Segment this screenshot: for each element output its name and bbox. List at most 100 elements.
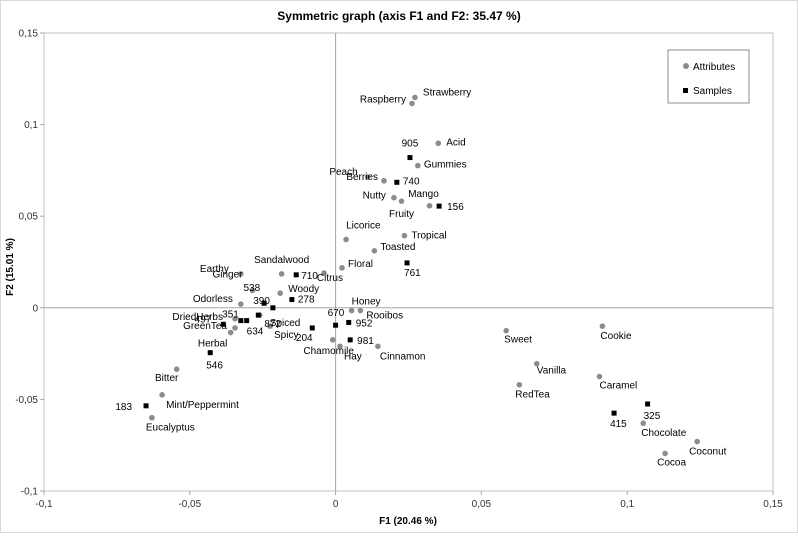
attribute-point-redtea xyxy=(516,381,523,388)
y-axis-title: F2 (15.01 %) xyxy=(5,238,16,296)
attribute-point-floral xyxy=(339,265,345,271)
sample-point-204 xyxy=(309,325,315,331)
attribute-point-chocolate xyxy=(640,420,647,427)
attribute-label-chocolate: Chocolate xyxy=(641,428,686,439)
x-tick-label: -0,05 xyxy=(178,499,201,510)
attribute-label-caramel: Caramel xyxy=(599,381,637,392)
attribute-point-toasted xyxy=(371,248,378,254)
plot-area xyxy=(43,32,774,492)
y-tick-label: -0,1 xyxy=(21,487,39,498)
sample-label-740: 740 xyxy=(403,176,420,187)
sample-label-538: 538 xyxy=(243,283,260,294)
attribute-point-gummies xyxy=(415,162,421,169)
attribute-point-woody xyxy=(277,290,283,296)
sample-point-634 xyxy=(244,318,250,324)
x-axis-title: F1 (20.46 %) xyxy=(379,516,437,527)
x-tick-label: 0,05 xyxy=(472,499,492,510)
attribute-point-berries xyxy=(381,178,387,184)
sample-label-156: 156 xyxy=(447,202,464,213)
attribute-label-hay: Hay xyxy=(344,351,362,362)
attribute-point-fruity xyxy=(398,198,405,204)
attribute-label-berries: Berries xyxy=(346,172,378,183)
x-tick-label: 0,1 xyxy=(620,499,634,510)
attribute-point-vanilla xyxy=(534,360,540,367)
attribute-point-acid xyxy=(435,140,442,147)
attribute-label-toasted: Toasted xyxy=(380,242,415,253)
attribute-point-mint-peppermint xyxy=(159,392,165,398)
y-axis-ticks: -0,1 -0,05 0 0,05 0,1 0,15 xyxy=(15,29,44,498)
legend-label-attributes: Attributes xyxy=(693,62,735,73)
attribute-label-bitter: Bitter xyxy=(155,373,179,384)
attribute-point-hay xyxy=(337,343,343,350)
attribute-label-acid: Acid xyxy=(446,137,465,148)
attribute-label-odorless: Odorless xyxy=(193,294,233,305)
attribute-point-peach xyxy=(364,174,371,180)
sample-point-278 xyxy=(289,297,295,303)
attribute-label-chamomile: Chamomile xyxy=(303,346,354,357)
attribute-label-peach: Peach xyxy=(329,167,357,178)
attribute-label-cinnamon: Cinnamon xyxy=(380,351,426,362)
sample-label-634: 634 xyxy=(247,327,264,338)
y-tick-label: -0,05 xyxy=(15,395,38,406)
attribute-point-mango xyxy=(426,202,433,209)
attribute-label-licorice: Licorice xyxy=(346,220,381,231)
attribute-label-driedherbs: DriedHerbs xyxy=(172,312,223,323)
sample-point-538 xyxy=(261,300,267,306)
attribute-point-greentea xyxy=(232,325,238,331)
attribute-point-eucalyptus xyxy=(149,414,155,421)
attribute-label-floral: Floral xyxy=(348,259,373,270)
attribute-label-gummies: Gummies xyxy=(424,160,467,171)
attribute-label-eucalyptus: Eucalyptus xyxy=(146,423,195,434)
attribute-label-nutty: Nutty xyxy=(363,191,386,202)
attribute-point-sweet xyxy=(503,327,509,334)
sample-point-740 xyxy=(394,179,400,185)
attribute-point-coconut xyxy=(694,438,700,445)
sample-point-670 xyxy=(333,322,339,328)
sample-label-497: 497 xyxy=(195,314,212,325)
x-tick-label: 0,15 xyxy=(763,499,783,510)
sample-label-546: 546 xyxy=(206,361,223,372)
attribute-label-honey: Honey xyxy=(352,297,381,308)
sample-point-156 xyxy=(436,203,442,209)
attribute-label-strawberry: Strawberry xyxy=(423,87,471,98)
attribute-point-caramel xyxy=(596,373,603,380)
point-labels: Strawberry Raspberry Acid Gummies BerriesPea… xyxy=(115,87,726,468)
attribute-point-strawberry xyxy=(412,94,418,101)
attribute-point-honey xyxy=(348,307,355,314)
attribute-point-rooibos xyxy=(357,307,364,314)
attribute-point-cookie xyxy=(599,323,606,329)
attribute-point-nutty xyxy=(391,194,397,201)
sample-point-415 xyxy=(611,410,617,416)
sample-label-390: 390 xyxy=(253,296,270,307)
sample-label-952: 952 xyxy=(356,318,373,329)
sample-label-710: 710 xyxy=(301,271,318,282)
sample-label-351: 351 xyxy=(222,310,239,321)
sample-label-325: 325 xyxy=(644,411,661,422)
attribute-label-herbal: Herbal xyxy=(198,339,227,350)
attribute-label-tropical: Tropical xyxy=(411,231,446,242)
sample-point-546 xyxy=(207,350,213,356)
attribute-point-citrus xyxy=(321,270,327,276)
sample-point-351 xyxy=(238,318,244,324)
legend-marker-samples xyxy=(683,88,688,93)
attribute-label-citrus: Citrus xyxy=(317,273,343,284)
attribute-label-cookie: Cookie xyxy=(600,331,632,342)
x-axis-ticks: -0,1 -0,05 0 0,05 0,1 0,15 xyxy=(35,491,783,510)
attribute-point-bitter xyxy=(173,366,180,372)
attribute-label-sweet: Sweet xyxy=(504,335,532,346)
attribute-label-spiced: Spiced xyxy=(270,318,301,329)
legend-label-samples: Samples xyxy=(693,86,732,97)
y-tick-label: 0 xyxy=(32,303,38,314)
y-tick-label: 0,15 xyxy=(19,29,39,40)
attribute-label-coconut: Coconut xyxy=(689,447,726,458)
x-tick-label: -0,1 xyxy=(35,499,53,510)
sample-point-710 xyxy=(293,272,299,278)
sample-label-415: 415 xyxy=(610,419,627,430)
attribute-point-licorice xyxy=(343,236,349,243)
attribute-label-redtea: RedTea xyxy=(515,390,550,401)
sample-point-981 xyxy=(347,337,353,343)
sample-label-278: 278 xyxy=(298,295,315,306)
attribute-point-chamomile xyxy=(329,337,336,343)
sample-label-872: 872 xyxy=(264,319,281,330)
